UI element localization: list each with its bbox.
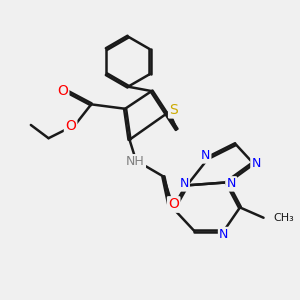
Text: S: S bbox=[169, 103, 178, 117]
Text: O: O bbox=[65, 119, 76, 134]
Text: CH₃: CH₃ bbox=[274, 213, 295, 223]
Text: N: N bbox=[226, 177, 236, 190]
Text: N: N bbox=[251, 157, 261, 170]
Text: N: N bbox=[219, 228, 229, 241]
Text: N: N bbox=[179, 177, 189, 190]
Text: N: N bbox=[201, 149, 210, 162]
Text: NH: NH bbox=[126, 155, 145, 168]
Text: O: O bbox=[57, 84, 68, 98]
Text: O: O bbox=[168, 197, 179, 212]
